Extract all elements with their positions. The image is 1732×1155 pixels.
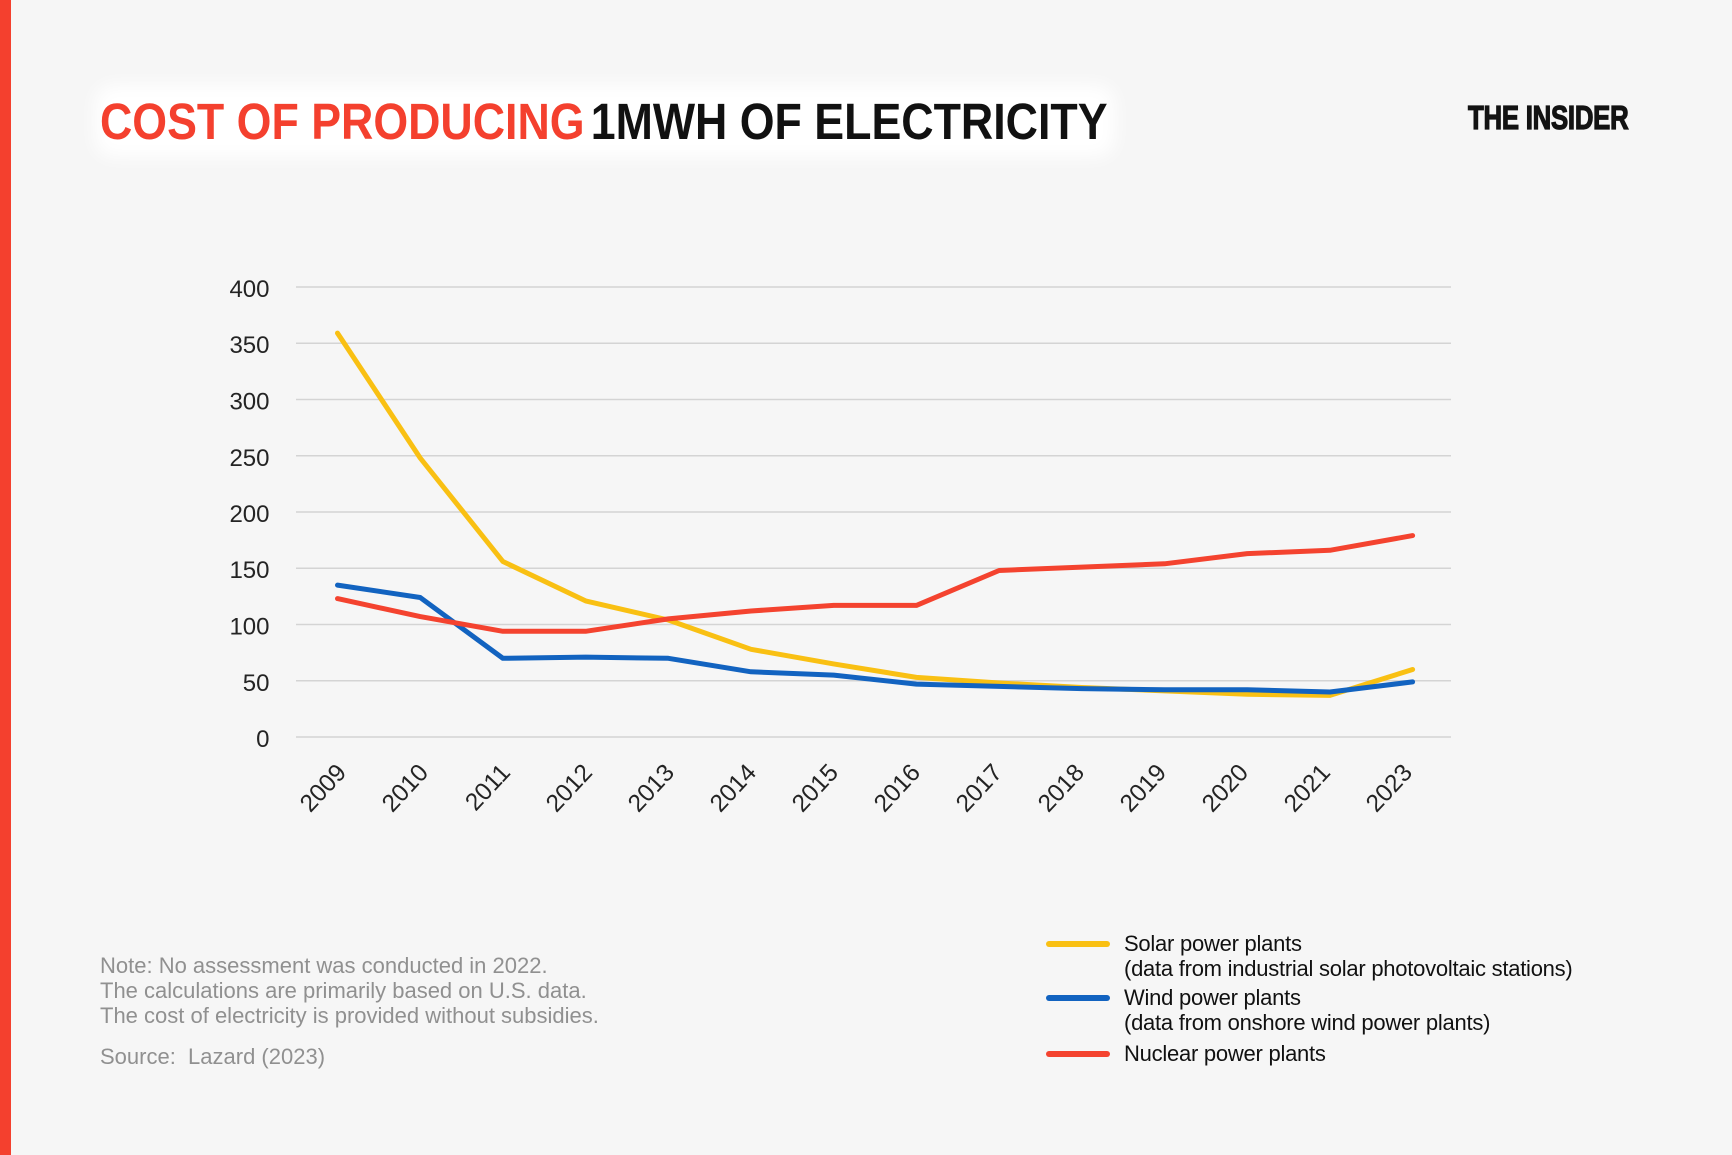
svg-text:50: 50 <box>243 670 270 697</box>
svg-text:2011: 2011 <box>460 759 516 816</box>
svg-text:2014: 2014 <box>705 759 762 817</box>
svg-text:2018: 2018 <box>1033 759 1090 817</box>
svg-text:300: 300 <box>229 389 269 416</box>
svg-text:2017: 2017 <box>951 759 1008 817</box>
svg-text:200: 200 <box>229 501 269 528</box>
svg-text:2009: 2009 <box>295 759 352 817</box>
svg-text:350: 350 <box>229 332 269 359</box>
svg-text:2020: 2020 <box>1197 759 1254 817</box>
svg-text:2019: 2019 <box>1115 759 1172 817</box>
svg-text:2021: 2021 <box>1279 759 1336 817</box>
svg-text:150: 150 <box>229 557 269 584</box>
svg-text:100: 100 <box>229 614 269 641</box>
svg-text:400: 400 <box>229 276 269 303</box>
svg-text:2013: 2013 <box>623 759 680 817</box>
svg-text:0: 0 <box>256 726 269 753</box>
svg-text:250: 250 <box>229 445 269 472</box>
svg-text:2012: 2012 <box>541 759 598 817</box>
svg-text:2010: 2010 <box>377 759 434 817</box>
svg-text:2015: 2015 <box>787 759 844 817</box>
svg-text:2023: 2023 <box>1361 759 1418 817</box>
svg-text:2016: 2016 <box>869 759 926 817</box>
